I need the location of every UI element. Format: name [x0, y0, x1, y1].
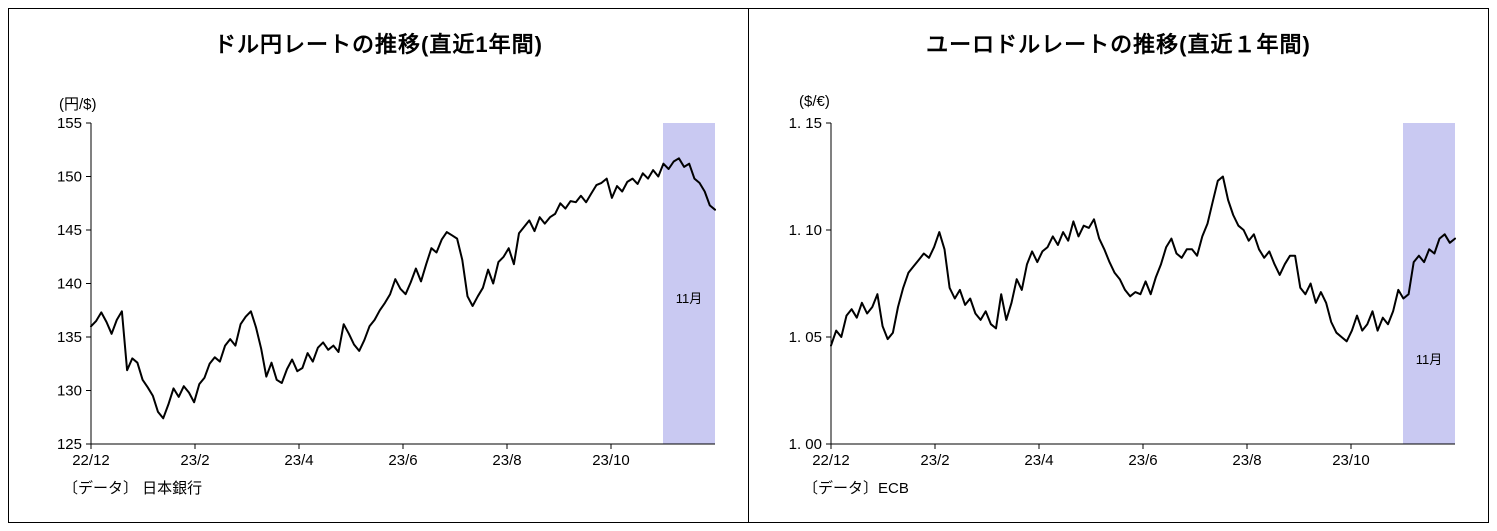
- x-tick-label: 23/8: [492, 452, 521, 469]
- y-tick-label: 1. 10: [789, 222, 822, 239]
- y-tick-label: 135: [57, 329, 82, 346]
- highlight-band: [1403, 123, 1455, 444]
- x-tick-label: 23/2: [180, 452, 209, 469]
- data-source-label-usdjpy: 〔データ〕 日本銀行: [63, 480, 203, 497]
- highlight-band-label: 11月: [1416, 352, 1443, 367]
- y-tick-label: 155: [57, 115, 82, 132]
- x-tick-label: 22/12: [812, 452, 850, 469]
- x-tick-label: 23/10: [1332, 452, 1370, 469]
- y-tick-label: 130: [57, 383, 82, 400]
- two-chart-frame: ドル円レートの推移(直近1年間) (円/$) 11月 125 130 135 140 14…: [8, 8, 1489, 523]
- highlight-band-label: 11月: [676, 291, 703, 306]
- chart-title-eurusd: ユーロドルレートの推移(直近１年間): [926, 32, 1311, 57]
- x-tick-label: 23/6: [1128, 452, 1157, 469]
- x-tick-label: 23/4: [1024, 452, 1053, 469]
- y-tick-label: 145: [57, 222, 82, 239]
- y-tick-label: 1. 00: [789, 436, 822, 453]
- y-tick-label: 1. 05: [789, 329, 822, 346]
- panel-usdjpy: ドル円レートの推移(直近1年間) (円/$) 11月 125 130 135 140 14…: [9, 9, 748, 522]
- y-tick-label: 150: [57, 169, 82, 186]
- usdjpy-line-chart: 11月 125 130 135 140 145 150 155 22/12 23/2 23/4 23/…: [57, 115, 716, 469]
- y-axis-unit-label-eurusd: ($/€): [799, 93, 830, 110]
- x-tick-label: 23/2: [920, 452, 949, 469]
- highlight-band: [663, 123, 715, 444]
- x-tick-label: 23/8: [1232, 452, 1261, 469]
- panel-eurusd: ユーロドルレートの推移(直近１年間) ($/€) 11月 1. 00 1. 05 1.…: [748, 9, 1488, 522]
- series-line: [90, 157, 716, 420]
- eurusd-line-chart: 11月 1. 00 1. 05 1. 10 1. 15 22/12 23/2 23/4 23/6…: [789, 115, 1456, 469]
- chart-title-usdjpy: ドル円レートの推移(直近1年間): [214, 32, 543, 57]
- y-tick-label: 1. 15: [789, 115, 822, 132]
- x-tick-label: 22/12: [72, 452, 110, 469]
- y-axis-unit-label-usdjpy: (円/$): [59, 96, 97, 113]
- x-tick-label: 23/6: [388, 452, 417, 469]
- series-line: [830, 175, 1456, 347]
- data-source-label-eurusd: 〔データ〕ECB: [803, 480, 909, 497]
- y-tick-label: 140: [57, 276, 82, 293]
- x-tick-label: 23/4: [284, 452, 313, 469]
- y-tick-label: 125: [57, 436, 82, 453]
- x-tick-label: 23/10: [592, 452, 630, 469]
